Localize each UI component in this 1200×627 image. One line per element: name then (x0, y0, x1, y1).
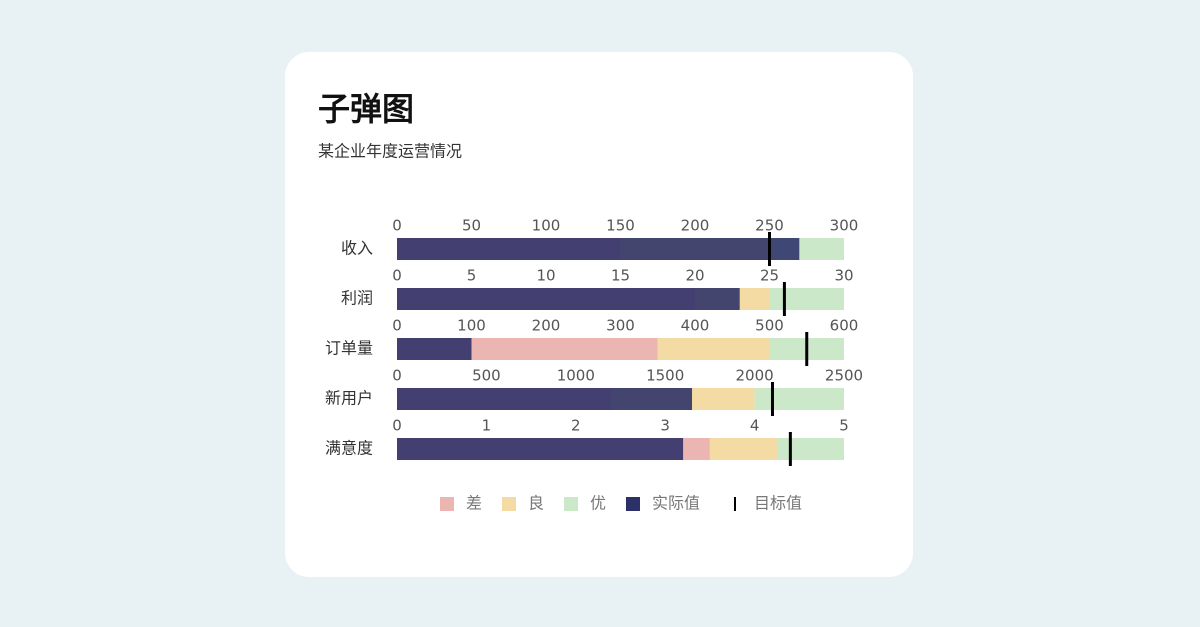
category-label: 满意度 (325, 439, 373, 458)
legend-label: 目标值 (754, 494, 802, 513)
range-segment (657, 338, 770, 360)
x-tick-label: 5 (467, 267, 477, 285)
x-tick-label: 1000 (557, 367, 595, 385)
legend-label: 良 (528, 494, 544, 513)
category-label: 新用户 (325, 389, 373, 408)
x-tick-label: 0 (392, 217, 402, 235)
x-tick-label: 1500 (646, 367, 684, 385)
x-tick-label: 150 (606, 217, 635, 235)
x-tick-label: 0 (392, 317, 402, 335)
actual-bar (397, 238, 800, 260)
x-tick-label: 2500 (825, 367, 863, 385)
x-tick-label: 10 (536, 267, 555, 285)
x-tick-label: 100 (457, 317, 486, 335)
legend-label: 优 (590, 494, 606, 513)
range-segment (709, 438, 777, 460)
legend-swatch (564, 497, 578, 511)
x-tick-label: 500 (755, 317, 784, 335)
actual-bar (397, 438, 684, 460)
legend-swatch (502, 497, 516, 511)
x-tick-label: 200 (681, 217, 710, 235)
category-label: 收入 (341, 239, 373, 258)
x-tick-label: 2 (571, 417, 581, 435)
x-tick-label: 2000 (736, 367, 774, 385)
actual-bar (397, 338, 472, 360)
category-label: 利润 (341, 289, 373, 308)
category-label: 订单量 (325, 339, 373, 358)
x-tick-label: 300 (830, 217, 859, 235)
range-segment (776, 438, 844, 460)
legend-swatch (440, 497, 454, 511)
x-tick-label: 5 (839, 417, 849, 435)
x-tick-label: 3 (660, 417, 670, 435)
x-tick-label: 30 (834, 267, 853, 285)
x-tick-label: 1 (482, 417, 492, 435)
chart-title: 子弹图 (318, 90, 414, 128)
chart-subtitle: 某企业年度运营情况 (318, 142, 462, 161)
x-tick-label: 600 (830, 317, 859, 335)
x-tick-label: 15 (611, 267, 630, 285)
actual-bar (397, 388, 693, 410)
legend-label: 实际值 (652, 494, 700, 513)
x-tick-label: 0 (392, 267, 402, 285)
x-tick-label: 100 (532, 217, 561, 235)
range-segment (754, 388, 844, 410)
x-tick-label: 300 (606, 317, 635, 335)
legend-label: 差 (466, 494, 482, 513)
x-tick-label: 20 (685, 267, 704, 285)
x-tick-label: 400 (681, 317, 710, 335)
actual-bar (397, 288, 740, 310)
x-tick-label: 0 (392, 367, 402, 385)
legend-swatch (626, 497, 640, 511)
x-tick-label: 250 (755, 217, 784, 235)
x-tick-label: 200 (532, 317, 561, 335)
x-tick-label: 500 (472, 367, 501, 385)
x-tick-label: 25 (760, 267, 779, 285)
x-tick-label: 50 (462, 217, 481, 235)
x-tick-label: 4 (750, 417, 760, 435)
range-segment (769, 288, 844, 310)
x-tick-label: 0 (392, 417, 402, 435)
